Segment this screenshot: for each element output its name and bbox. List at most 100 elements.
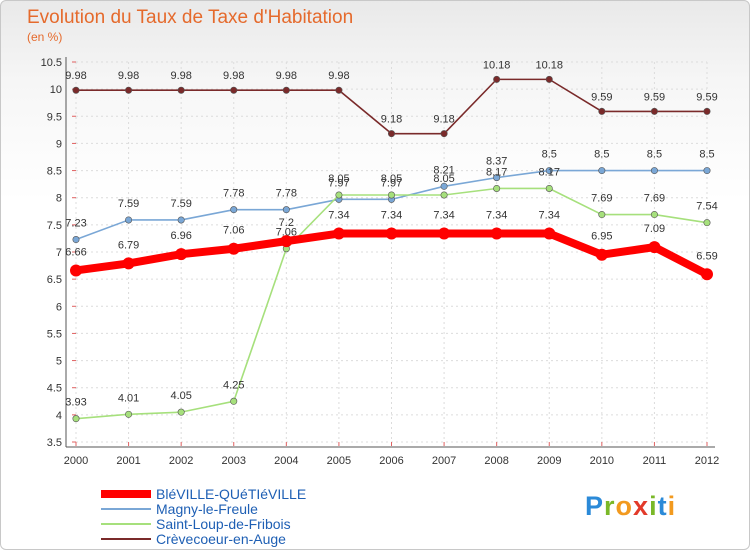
data-label: 9.18 bbox=[381, 114, 402, 126]
data-point bbox=[125, 410, 133, 418]
data-point bbox=[385, 227, 398, 240]
data-point bbox=[177, 408, 185, 416]
x-tick-label: 2011 bbox=[643, 455, 667, 467]
data-label: 7.78 bbox=[276, 188, 297, 200]
data-point bbox=[72, 415, 80, 423]
data-label: 8.5 bbox=[542, 149, 557, 161]
data-point bbox=[387, 130, 395, 138]
data-label: 7.06 bbox=[223, 225, 244, 237]
data-label: 7.34 bbox=[381, 210, 402, 222]
data-point bbox=[703, 167, 711, 175]
logo-letter: t bbox=[657, 491, 668, 521]
data-labels: 9.98 9.98 9.98 9.98 9.98 9.98 9.18 9.18 10.18 10.… bbox=[65, 59, 717, 408]
y-axis-ticks: 3.5 4 4.5 5 5.5 6 6.5 7 7.5 8 8.5 9 9.5 10 10.5 bbox=[41, 57, 76, 449]
data-label: 6.95 bbox=[591, 231, 612, 243]
data-point bbox=[125, 86, 133, 94]
data-point bbox=[595, 248, 608, 261]
data-label: 9.98 bbox=[65, 70, 86, 82]
y-tick-label: 3.5 bbox=[47, 437, 62, 449]
data-label: 9.18 bbox=[433, 114, 454, 126]
data-point bbox=[703, 107, 711, 115]
data-point bbox=[125, 216, 133, 224]
data-point bbox=[177, 86, 185, 94]
data-label: 8.17 bbox=[486, 166, 507, 178]
data-label: 7.34 bbox=[328, 210, 349, 222]
data-label: 4.05 bbox=[170, 390, 191, 402]
data-label: 7.54 bbox=[696, 201, 717, 213]
logo-letter: o bbox=[615, 491, 634, 521]
data-point bbox=[703, 219, 711, 227]
data-label: 4.01 bbox=[118, 392, 139, 404]
data-point bbox=[650, 107, 658, 115]
data-point bbox=[122, 257, 135, 270]
y-tick-label: 8.5 bbox=[47, 166, 62, 178]
data-label: 7.23 bbox=[65, 218, 86, 230]
data-label: 8.5 bbox=[699, 149, 714, 161]
y-tick-label: 5.5 bbox=[47, 328, 62, 340]
data-point bbox=[545, 167, 553, 175]
data-label: 8.17 bbox=[539, 166, 560, 178]
data-label: 7.69 bbox=[644, 193, 665, 205]
series-group bbox=[70, 75, 713, 423]
data-point bbox=[72, 236, 80, 244]
y-tick-label: 8 bbox=[56, 193, 62, 205]
x-tick-label: 2012 bbox=[695, 455, 719, 467]
data-label: 3.93 bbox=[65, 397, 86, 409]
data-label: 9.98 bbox=[223, 70, 244, 82]
data-label: 8.05 bbox=[381, 173, 402, 185]
y-tick-label: 9 bbox=[56, 138, 62, 150]
x-tick-label: 2002 bbox=[169, 455, 193, 467]
data-point bbox=[438, 227, 451, 240]
y-tick-label: 4.5 bbox=[47, 383, 62, 395]
data-label: 4.25 bbox=[223, 379, 244, 391]
data-label: 7.06 bbox=[276, 227, 297, 239]
data-point bbox=[493, 174, 501, 182]
data-point bbox=[280, 235, 293, 248]
axes bbox=[65, 57, 715, 448]
data-point bbox=[598, 107, 606, 115]
y-tick-label: 6 bbox=[56, 301, 62, 313]
x-tick-label: 2008 bbox=[484, 455, 508, 467]
data-label: 7.69 bbox=[591, 193, 612, 205]
data-label: 9.98 bbox=[328, 70, 349, 82]
legend-label: BléVILLE-QUéTIéVILLE bbox=[156, 486, 306, 502]
logo-letter: r bbox=[604, 491, 616, 521]
data-point bbox=[177, 216, 185, 224]
logo-letter: i bbox=[667, 491, 677, 521]
data-point bbox=[650, 211, 658, 219]
data-label: 10.18 bbox=[483, 59, 511, 71]
legend-label: Magny-le-Freule bbox=[156, 501, 258, 517]
data-label: 7.34 bbox=[486, 210, 507, 222]
data-label: 7.97 bbox=[328, 177, 349, 189]
data-label: 9.98 bbox=[276, 70, 297, 82]
data-point bbox=[332, 227, 345, 240]
legend: BléVILLE-QUéTIéVILLEMagny-le-FreuleSaint… bbox=[101, 486, 306, 547]
data-label: 6.79 bbox=[118, 239, 139, 251]
data-point bbox=[490, 227, 503, 240]
x-tick-label: 2005 bbox=[327, 455, 351, 467]
data-label: 7.59 bbox=[170, 198, 191, 210]
data-label: 7.2 bbox=[279, 217, 294, 229]
data-point bbox=[70, 264, 82, 277]
x-tick-label: 2006 bbox=[379, 455, 403, 467]
data-point bbox=[387, 191, 395, 199]
data-point bbox=[175, 248, 188, 261]
data-label: 9.59 bbox=[591, 91, 612, 103]
data-point bbox=[493, 75, 501, 83]
x-axis-ticks: 2000 2001 2002 2003 2004 2005 2006 2007 2008 2009… bbox=[64, 442, 719, 467]
logo-letter: x bbox=[633, 491, 650, 521]
x-tick-label: 2009 bbox=[537, 455, 561, 467]
x-tick-label: 2001 bbox=[116, 455, 140, 467]
x-tick-label: 2007 bbox=[432, 455, 456, 467]
data-label: 6.96 bbox=[170, 230, 191, 242]
y-tick-label: 7 bbox=[56, 247, 62, 259]
data-label: 8.21 bbox=[433, 164, 454, 176]
data-point bbox=[230, 86, 238, 94]
legend-label: Saint-Loup-de-Fribois bbox=[156, 516, 291, 532]
data-point bbox=[230, 397, 238, 405]
x-tick-label: 2003 bbox=[222, 455, 246, 467]
data-label: 8.37 bbox=[486, 156, 507, 168]
data-point bbox=[598, 211, 606, 219]
data-point bbox=[230, 206, 238, 214]
